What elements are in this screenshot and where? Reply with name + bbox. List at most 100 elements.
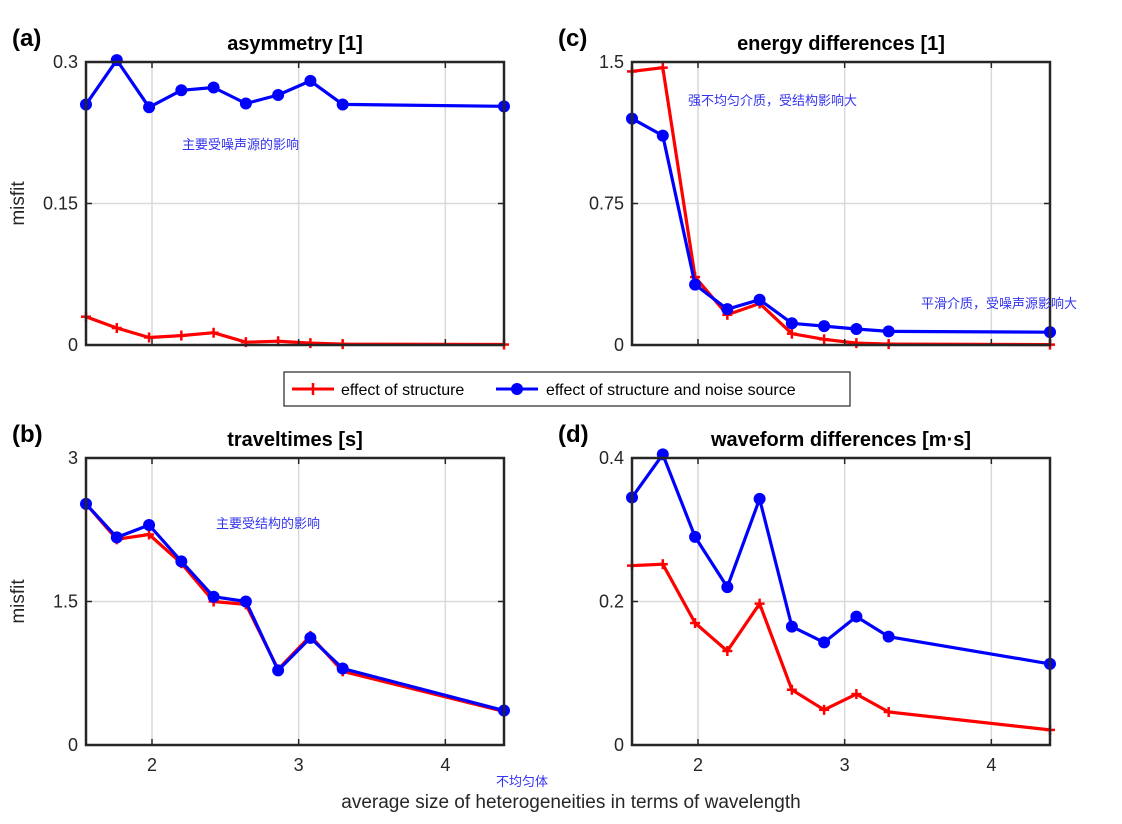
data-point-structure-noise <box>175 84 188 97</box>
y-tick-label: 0 <box>614 335 624 355</box>
panel-c: 0 0.75 1.5 (c) energy differences [1] 强不均匀介质，… <box>558 25 1077 355</box>
panel-d: 2 3 4 0 0.2 0.4 (d) waveform differences [m·s] <box>558 421 1056 775</box>
y-tick-label: 1.5 <box>53 592 78 612</box>
y-tick-label: 0.3 <box>53 52 78 72</box>
legend-label-structure: effect of structure <box>341 382 464 399</box>
y-tick-label: 0.15 <box>43 194 78 214</box>
legend-marker-structure <box>307 383 319 395</box>
data-point-structure <box>144 529 155 540</box>
series-line-structure <box>85 315 505 347</box>
y-axis-label: misfit <box>8 181 29 226</box>
panel-title: waveform differences [m·s] <box>710 429 971 451</box>
panel-label: (b) <box>12 421 43 448</box>
data-point-structure-noise <box>753 293 766 306</box>
y-tick-label: 3 <box>68 448 78 468</box>
data-point-structure-noise <box>207 590 220 603</box>
panel-label: (c) <box>558 25 587 52</box>
data-point-structure <box>657 559 668 570</box>
series-line-structure-noise <box>84 58 505 109</box>
x-tick-label: 3 <box>840 755 850 775</box>
legend-marker-structure-noise <box>511 383 523 395</box>
data-point-structure <box>786 328 797 339</box>
data-point-structure <box>754 598 765 609</box>
data-point-structure <box>883 706 894 717</box>
panel-title: asymmetry [1] <box>227 33 363 55</box>
data-point-structure <box>305 338 316 349</box>
y-tick-label: 0.4 <box>599 448 624 468</box>
data-point-structure-noise <box>818 320 831 333</box>
data-point-structure-noise <box>304 631 317 644</box>
data-point-structure <box>786 684 797 695</box>
x-axis-label: average size of heterogeneities in terms… <box>341 792 800 813</box>
legend: effect of structure effect of structure … <box>283 371 851 407</box>
data-point-structure-noise <box>239 595 252 608</box>
data-point-structure <box>111 323 122 334</box>
data-point-structure-noise <box>818 636 831 649</box>
data-point-structure-noise <box>689 278 702 291</box>
x-tick-label: 4 <box>986 755 996 775</box>
series-line-structure-noise <box>84 502 505 713</box>
data-point-structure <box>690 618 701 629</box>
data-point-structure <box>722 646 733 657</box>
y-tick-label: 0 <box>614 735 624 755</box>
series-line-structure <box>631 562 1051 732</box>
data-point-structure-noise <box>850 322 863 335</box>
panel-label: (d) <box>558 421 589 448</box>
data-point-structure-noise <box>656 129 669 142</box>
data-point-structure-noise <box>207 81 220 94</box>
panel-title: energy differences [1] <box>737 33 945 55</box>
x-tick-label: 4 <box>440 755 450 775</box>
y-tick-label: 1.5 <box>599 52 624 72</box>
x-tick-label: 2 <box>147 755 157 775</box>
series-line-structure-noise <box>630 452 1051 666</box>
data-point-structure <box>176 330 187 341</box>
annotation: 主要受结构的影响 <box>216 516 320 531</box>
data-point-structure-noise <box>143 101 156 114</box>
data-point-structure-noise <box>882 630 895 643</box>
y-tick-label: 0 <box>68 335 78 355</box>
data-point-structure-noise <box>721 303 734 316</box>
series-line-structure <box>631 66 1051 347</box>
data-point-structure-noise <box>882 325 895 338</box>
y-tick-label: 0.2 <box>599 592 624 612</box>
data-point-structure-noise <box>143 518 156 531</box>
data-point-structure-noise <box>753 492 766 505</box>
data-point-structure <box>819 704 830 715</box>
series-line-structure-noise <box>631 117 1051 334</box>
data-point-structure-noise <box>239 97 252 110</box>
data-point-structure-noise <box>304 74 317 87</box>
x-tick-label: 2 <box>693 755 703 775</box>
annotation: 强不均匀介质，受结构影响大 <box>688 93 857 108</box>
data-point-structure-noise <box>110 54 123 67</box>
annotation-secondary: 平滑介质，受噪声源影响大 <box>921 296 1077 311</box>
data-point-structure-noise <box>272 664 285 677</box>
panel-a: 0 0.15 0.3 (a) asymmetry [1] misfit 主要受噪声源的影响 <box>8 25 510 355</box>
y-tick-label: 0.75 <box>589 194 624 214</box>
x-tick-label: 3 <box>294 755 304 775</box>
y-axis-label: misfit <box>8 579 29 624</box>
data-point-structure-noise <box>272 89 285 102</box>
data-point-structure <box>851 338 862 349</box>
data-point-structure-noise <box>785 620 798 633</box>
data-point-structure-noise <box>336 662 349 675</box>
data-point-structure-noise <box>721 581 734 594</box>
data-point-structure <box>657 62 668 73</box>
legend-label-structure-noise: effect of structure and noise source <box>546 382 796 399</box>
data-point-structure-noise <box>110 531 123 544</box>
annotation: 主要受噪声源的影响 <box>182 137 299 152</box>
panel-title: traveltimes [s] <box>227 429 363 451</box>
panels: 00.150.3(a) asymmetry [1]misfit主要受噪声源的影响0… <box>8 25 1077 775</box>
data-point-structure-noise <box>785 317 798 330</box>
data-point-structure <box>851 689 862 700</box>
panel-label: (a) <box>12 25 41 52</box>
data-point-structure-noise <box>336 98 349 111</box>
data-point-structure-noise <box>850 610 863 623</box>
data-point-structure <box>208 327 219 338</box>
bottom-note: 不均匀体 <box>496 774 548 789</box>
y-tick-label: 0 <box>68 735 78 755</box>
panel-b: 2 3 4 0 1.5 3 (b) traveltimes [s] misfit 主要受结构的影响 <box>8 421 510 775</box>
data-point-structure <box>819 334 830 345</box>
data-point-structure-noise <box>689 530 702 543</box>
legend-box <box>283 371 851 407</box>
